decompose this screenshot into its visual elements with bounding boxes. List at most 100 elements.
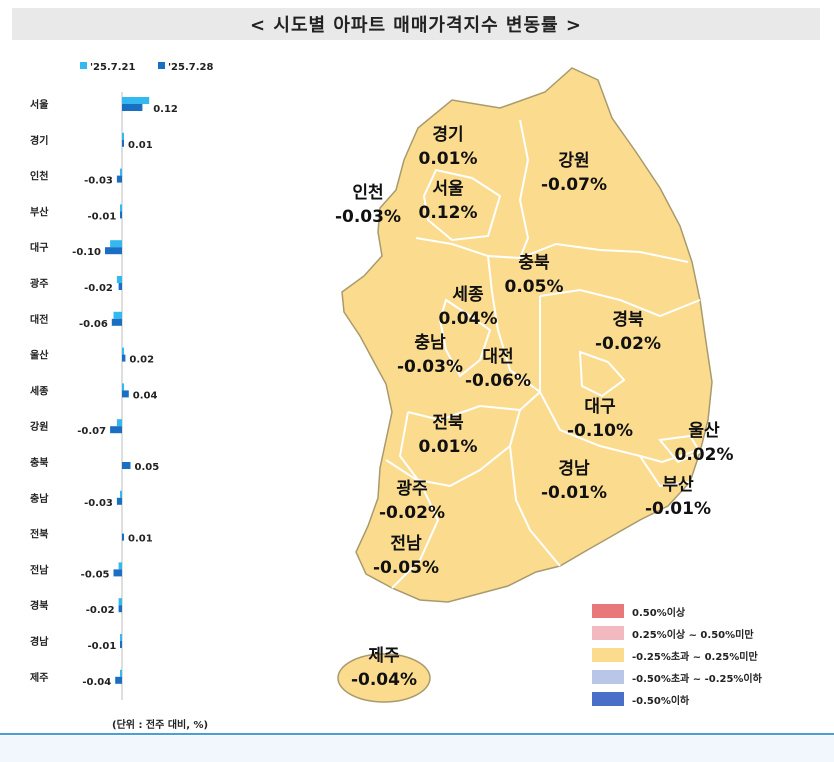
- bar-curr: [105, 247, 122, 255]
- legend-label: -0.25%초과 ~ 0.25%미만: [632, 651, 758, 663]
- category-label: 경북: [30, 599, 48, 612]
- region-border: [509, 445, 561, 567]
- region-border: [539, 391, 705, 464]
- region-value: -0.03%: [397, 357, 463, 377]
- legend-label: -0.50%초과 ~ -0.25%이하: [632, 673, 762, 685]
- region-name: 세종: [452, 285, 484, 305]
- data-label: -0.01: [87, 641, 116, 652]
- region-border: [518, 119, 530, 259]
- bar-prev: [118, 562, 122, 570]
- bar-curr: [122, 354, 126, 362]
- region-value: 0.12%: [419, 203, 478, 223]
- bar-curr: [118, 605, 122, 613]
- region-border: [385, 459, 440, 589]
- region-border: [539, 288, 701, 318]
- region-name: 전남: [390, 534, 422, 554]
- category-label: 대전: [30, 313, 48, 326]
- map-legend: 0.50%이상 0.25%이상 ~ 0.50%미만 -0.25%초과 ~ 0.25%…: [592, 600, 762, 710]
- bar-prev: [116, 276, 122, 283]
- region-value: -0.05%: [373, 558, 439, 578]
- category-label: 서울: [30, 98, 48, 111]
- category-label: 대구: [30, 241, 48, 254]
- bar-curr: [120, 211, 122, 219]
- data-label: -0.10: [72, 247, 101, 258]
- legend-row: -0.25%초과 ~ 0.25%미만: [592, 644, 762, 666]
- legend-swatch: [592, 626, 624, 640]
- bar-prev: [122, 132, 124, 140]
- legend-label: 0.50%이상: [632, 607, 686, 619]
- data-label: 0.01: [128, 534, 153, 545]
- bar-prev: [122, 383, 124, 391]
- region-name: 부산: [662, 475, 694, 495]
- region-border: [438, 298, 492, 378]
- legend-label: -0.50%이하: [632, 695, 690, 707]
- bar-prev: [120, 634, 122, 641]
- region-value: -0.02%: [379, 503, 445, 523]
- chart-title: < 시도별 아파트 매매가격지수 변동률 >: [250, 15, 582, 36]
- bottom-divider: [0, 733, 834, 735]
- region-value: 0.01%: [419, 149, 478, 169]
- region-name: 충북: [518, 253, 550, 273]
- region-value: 0.01%: [419, 437, 478, 457]
- data-label: 0.05: [135, 462, 160, 473]
- data-label: -0.06: [79, 319, 108, 330]
- region-name: 충남: [414, 333, 446, 353]
- mainland: [341, 67, 713, 603]
- region-value: -0.01%: [541, 483, 607, 503]
- category-label: 광주: [30, 278, 48, 290]
- region-border: [639, 455, 691, 488]
- legend-row: 0.25%이상 ~ 0.50%미만: [592, 622, 762, 644]
- bar-prev: [120, 168, 122, 176]
- jeju-island: [337, 653, 431, 703]
- bar-curr: [122, 139, 124, 147]
- legend-swatch: [592, 604, 624, 618]
- title-bar: < 시도별 아파트 매매가격지수 변동률 >: [12, 8, 820, 40]
- region-name: 대전: [482, 347, 513, 367]
- region-name: 대구: [584, 397, 616, 417]
- category-label: 전남: [30, 563, 49, 576]
- data-label: 0.01: [128, 140, 153, 151]
- data-label: -0.05: [81, 569, 110, 580]
- legend-label: 0.25%이상 ~ 0.50%미만: [632, 629, 754, 641]
- bar-curr: [122, 104, 143, 111]
- data-label: -0.03: [84, 176, 113, 187]
- data-label: -0.03: [84, 498, 113, 509]
- bar-prev: [116, 419, 122, 427]
- region-border: [407, 391, 541, 422]
- bar-prev: [120, 204, 122, 212]
- legend-row: 0.50%이상: [592, 600, 762, 622]
- region-border: [422, 168, 502, 242]
- data-label: -0.04: [82, 677, 111, 688]
- region-name: 경남: [558, 459, 590, 479]
- category-label: 울산: [30, 349, 49, 362]
- data-label: -0.02: [86, 605, 115, 616]
- category-label: 인천: [30, 170, 48, 183]
- region-name: 강원: [558, 151, 589, 171]
- bar-prev: [122, 347, 124, 355]
- region-value: 0.04%: [439, 309, 498, 329]
- bottom-strip: [0, 736, 834, 762]
- legend-swatch: [592, 670, 624, 684]
- category-label: 강원: [30, 420, 48, 433]
- bar-chart: '25.7.21 '25.7.28 서울 0.12 경기 0.01 인천 -0.03 부산 -0.…: [30, 62, 213, 731]
- legend-swatch: [592, 648, 624, 662]
- data-label: 0.02: [129, 355, 154, 366]
- category-label: 경기: [30, 134, 48, 147]
- data-label: 0.04: [133, 390, 158, 401]
- bar-curr: [115, 676, 122, 684]
- region-name: 전북: [432, 413, 464, 433]
- category-label: 부산: [30, 205, 49, 218]
- category-label: 충북: [30, 456, 48, 469]
- region-name: 울산: [688, 421, 720, 441]
- region-value: 0.02%: [675, 445, 734, 465]
- korea-map: 경기 0.01% 강원 -0.07% 인천 -0.03% 서울 0.12% 충북 0.05% 세종 0…: [335, 67, 734, 703]
- bar-curr: [116, 497, 122, 505]
- bar-prev: [120, 490, 122, 498]
- bar-prev: [122, 97, 150, 104]
- bar-curr: [122, 533, 124, 541]
- bar-prev: [118, 598, 122, 606]
- region-value: -0.02%: [595, 334, 661, 354]
- bar-legend: '25.7.21 '25.7.28: [80, 62, 213, 73]
- region-value: 0.05%: [505, 277, 564, 297]
- category-label: 세종: [30, 384, 48, 397]
